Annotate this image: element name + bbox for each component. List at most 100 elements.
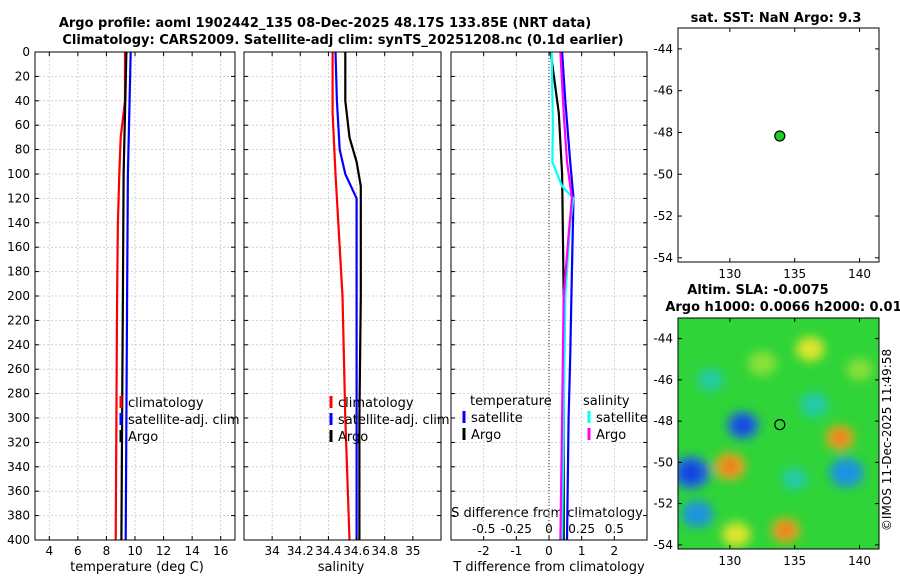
y-tick-label: 60 — [15, 118, 30, 132]
sla-anomaly-blob — [781, 467, 808, 490]
x-tick-label: 135 — [783, 267, 806, 281]
argo-float-marker — [774, 419, 786, 431]
profile-panel-difference_profile: -2 -1 0 1 2 temperature salinity satellite Argo s… — [450, 51, 648, 558]
map-panel-sla_map: 130 135 140 -44 -46 -48 -50 -52 -54 — [653, 317, 880, 568]
sla-heatmap — [678, 318, 879, 549]
y-tick-label: 340 — [7, 460, 30, 474]
map-panel-sst_map: 130 135 140 -44 -46 -48 -50 -52 -54 — [653, 27, 880, 281]
x-tick-label: -2 — [478, 544, 490, 558]
legend-label: Argo — [471, 428, 501, 443]
x-tick-label: 10 — [127, 544, 142, 558]
y-tick-label: 360 — [7, 484, 30, 498]
legend-label: climatology — [338, 396, 414, 411]
profile-panel-salinity_profile: 34 34.2 34.4 34.6 34.8 35 climatology satellite… — [243, 51, 450, 558]
series-line — [331, 52, 351, 541]
x-tick-label: 1 — [578, 544, 586, 558]
profile-panel-temperature_profile: 4 6 8 10 12 14 1602040608010012014016018020022… — [7, 45, 240, 558]
legend-label: satellite — [471, 411, 523, 426]
y-tick-label: 320 — [7, 435, 30, 449]
series-line — [124, 51, 132, 541]
y-tick-label: -54 — [653, 538, 673, 552]
sla-anomaly-blob — [697, 368, 724, 391]
legend-label: satellite-adj. clim — [338, 413, 450, 428]
sla-anomaly-core — [834, 432, 846, 443]
y-tick-label: -52 — [653, 209, 673, 223]
map-frame — [677, 27, 880, 263]
y-tick-label: 160 — [7, 240, 30, 254]
y-tick-label: -44 — [653, 332, 673, 346]
x-tick-label: 34 — [265, 544, 280, 558]
imos-watermark: ©IMOS 11-Dec-2025 11:49:58 — [880, 349, 894, 531]
sla-anomaly-blob — [681, 500, 714, 528]
y-tick-label: -54 — [653, 251, 673, 265]
sla-anomaly-blob — [748, 351, 777, 376]
x-tick-label: 2 — [611, 544, 619, 558]
x-tick-label: 35 — [405, 544, 420, 558]
x-tick-label: 12 — [156, 544, 171, 558]
y-tick-label: -50 — [653, 167, 673, 181]
argo-float-marker — [774, 130, 786, 142]
s-diff-tick-label: 0 — [545, 522, 553, 536]
sla-anomaly-blob — [829, 457, 864, 488]
map-frame — [677, 317, 880, 550]
x-tick-label: 34.2 — [287, 544, 314, 558]
x-tick-label: 14 — [185, 544, 200, 558]
x-tick-label: 34.4 — [315, 544, 342, 558]
sla-anomaly-blob — [799, 392, 829, 417]
s-diff-tick-label: 0.5 — [605, 522, 624, 536]
y-tick-label: -48 — [653, 125, 673, 139]
y-tick-label: 200 — [7, 289, 30, 303]
x-tick-label: 140 — [848, 554, 871, 568]
y-tick-label: -52 — [653, 497, 673, 511]
legend-title-temperature: temperature — [470, 394, 552, 409]
x-tick-label: 140 — [848, 267, 871, 281]
legend-label: Argo — [128, 430, 158, 445]
y-tick-label: -50 — [653, 455, 673, 469]
legend-label: Argo — [338, 430, 368, 445]
y-tick-label: 220 — [7, 313, 30, 327]
y-tick-label: -44 — [653, 42, 673, 56]
sla-map-title-line1: Altim. SLA: -0.0075 — [687, 283, 828, 298]
y-tick-label: -48 — [653, 414, 673, 428]
x-tick-label: 8 — [103, 544, 111, 558]
s-diff-tick-label: 0.25 — [568, 522, 595, 536]
figure-title-line2: Climatology: CARS2009. Satellite-adj cli… — [62, 33, 623, 48]
y-tick-label: 300 — [7, 411, 30, 425]
legend-label: satellite-adj. clim — [128, 413, 240, 428]
series-line — [334, 51, 358, 540]
y-tick-label: 80 — [15, 143, 30, 157]
x-tick-label: 130 — [718, 554, 741, 568]
legend-label: climatology — [128, 396, 204, 411]
y-tick-label: 240 — [7, 338, 30, 352]
plot-layer: 4 6 8 10 12 14 1602040608010012014016018020022… — [7, 27, 880, 568]
sla-anomaly-blob — [846, 358, 873, 381]
sla-anomaly-core — [683, 464, 699, 482]
x-tick-label: 6 — [74, 544, 82, 558]
series-line — [559, 51, 574, 541]
sla-anomaly-core — [723, 460, 737, 473]
sst-map-title: sat. SST: NaN Argo: 9.3 — [691, 11, 862, 26]
x-tick-label: -1 — [510, 544, 522, 558]
difference-xlabel: T difference from climatology — [452, 560, 645, 575]
x-tick-label: 0 — [545, 544, 553, 558]
legend-label: satellite — [596, 411, 648, 426]
legend-label: Argo — [596, 428, 626, 443]
x-tick-label: 34.6 — [343, 544, 370, 558]
temperature-xlabel: temperature (deg C) — [70, 560, 204, 575]
x-tick-label: 16 — [213, 544, 228, 558]
y-tick-label: 400 — [7, 533, 30, 547]
s-diff-tick-label: -0.5 — [472, 522, 495, 536]
sla-anomaly-blob — [722, 522, 751, 547]
figure-title-line1: Argo profile: aoml 1902442_135 08-Dec-20… — [59, 16, 591, 31]
heatmap-blobs — [678, 336, 873, 547]
difference-top-axis-label: S difference from climatology — [451, 506, 643, 521]
sla-anomaly-core — [736, 418, 750, 433]
y-tick-label: 180 — [7, 265, 30, 279]
y-tick-label: 20 — [15, 69, 30, 83]
x-tick-label: 34.8 — [371, 544, 398, 558]
y-tick-label: -46 — [653, 373, 673, 387]
y-tick-label: 40 — [15, 94, 30, 108]
y-tick-label: -46 — [653, 84, 673, 98]
x-tick-label: 4 — [45, 544, 53, 558]
